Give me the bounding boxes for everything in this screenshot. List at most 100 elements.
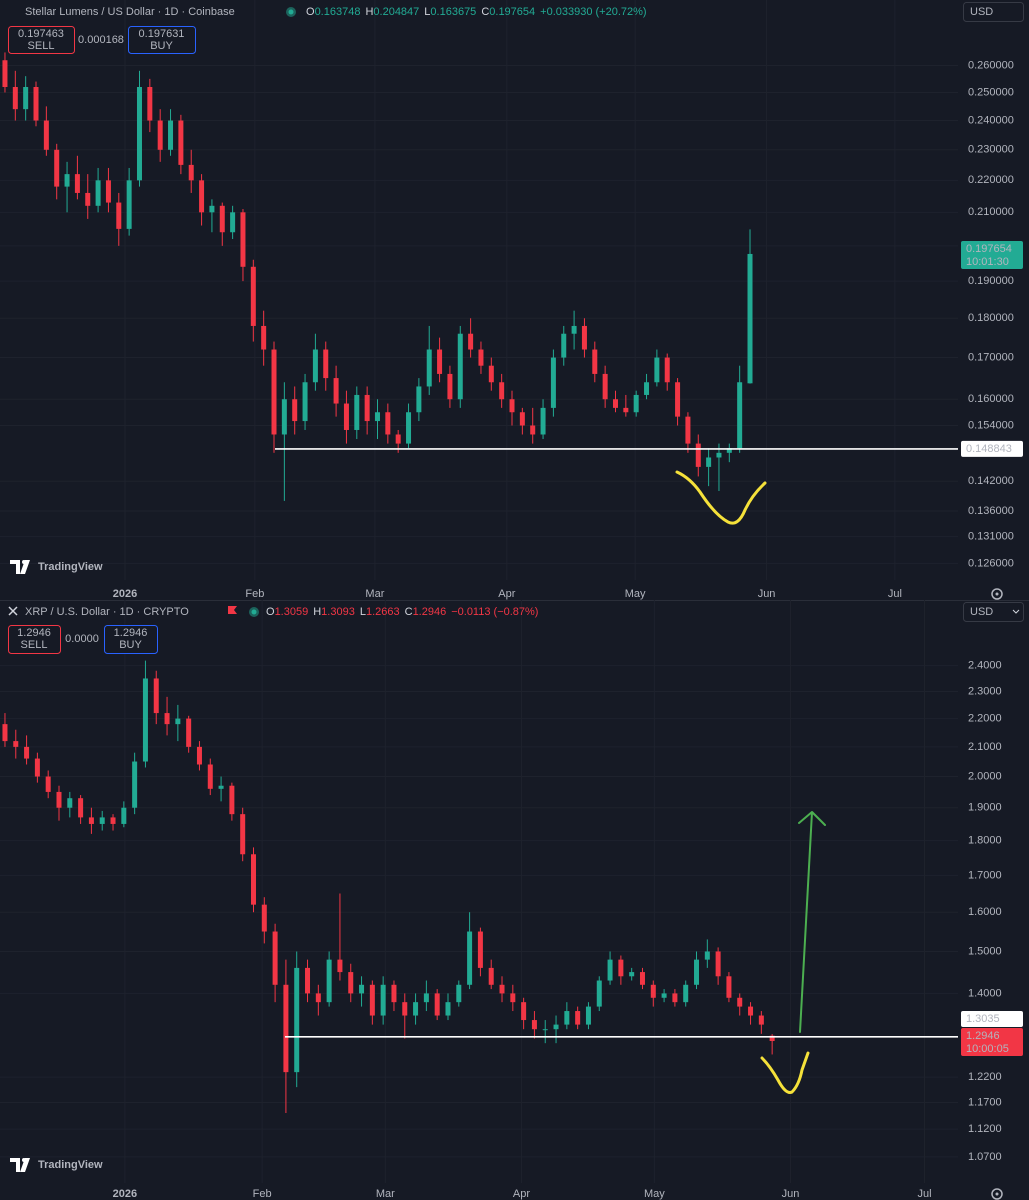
candle-body xyxy=(531,1020,537,1030)
candle-body xyxy=(12,86,18,110)
x-tick-label: Feb xyxy=(245,588,264,600)
sell-button xyxy=(8,26,75,54)
x-tick-label: Jul xyxy=(917,1188,931,1200)
candle-body xyxy=(434,993,440,1016)
candle-body xyxy=(726,448,732,453)
candle-body xyxy=(121,807,127,824)
candle-body xyxy=(343,403,349,430)
candle-body xyxy=(43,120,49,150)
candle-body xyxy=(664,357,670,383)
candle-body xyxy=(147,86,153,121)
candle-body xyxy=(283,984,289,1073)
ohlc-value: 0.163748 xyxy=(315,6,361,18)
candle-body xyxy=(261,325,267,350)
candle-body xyxy=(457,333,463,400)
candle-body xyxy=(337,959,343,973)
x-tick-label: Apr xyxy=(513,1188,530,1200)
candle-body xyxy=(477,931,483,968)
candle-body xyxy=(402,1002,408,1016)
annotation-arrow xyxy=(798,811,826,1033)
x-tick-label: Jun xyxy=(758,588,776,600)
candle-body xyxy=(585,1006,591,1025)
settings-icon xyxy=(991,588,1003,600)
ohlc-value: 0.204847 xyxy=(373,6,419,18)
candle-body xyxy=(323,349,329,379)
candle-body xyxy=(230,212,236,233)
y-tick-label: 1.1200 xyxy=(968,1123,1002,1135)
candle-body xyxy=(380,984,386,1016)
candle-body xyxy=(737,997,743,1007)
candle-body xyxy=(153,678,159,714)
ohlc-key: H xyxy=(365,6,373,18)
candle-body xyxy=(374,412,380,422)
candle-body xyxy=(706,457,712,467)
candle-body xyxy=(326,959,332,1003)
candle-body xyxy=(142,678,148,762)
candle-body xyxy=(561,333,567,358)
candle-body xyxy=(272,931,278,985)
candle-body xyxy=(271,349,277,435)
buy-label: BUY xyxy=(119,639,142,651)
candle-body xyxy=(302,382,308,422)
candle-body xyxy=(737,382,743,449)
countdown: 10:01:30 xyxy=(966,256,1009,268)
candle-body xyxy=(445,1002,451,1016)
candle-body xyxy=(157,120,163,150)
candle-body xyxy=(294,967,300,1073)
candle-body xyxy=(132,761,138,808)
y-tick-label: 0.260000 xyxy=(968,59,1014,71)
spread: 0.000168 xyxy=(78,34,124,46)
candle-body xyxy=(196,746,202,765)
currency-dropdown xyxy=(963,2,1024,22)
candle-body xyxy=(685,416,691,444)
symbol-title: Stellar Lumens / US Dollar · 1D · Coinba… xyxy=(25,6,235,18)
y-tick-label: 0.170000 xyxy=(968,351,1014,363)
candle-body xyxy=(726,976,732,998)
y-tick-label: 1.8000 xyxy=(968,835,1002,847)
ohlc-key: H xyxy=(313,606,321,618)
candle-body xyxy=(456,984,462,1003)
candle-body xyxy=(188,164,194,181)
logo-icon xyxy=(22,1158,26,1162)
candle-body xyxy=(136,86,142,181)
candle-body xyxy=(175,718,181,725)
status-dot xyxy=(251,609,257,615)
y-tick-label: 2.4000 xyxy=(968,660,1002,672)
candle-body xyxy=(629,972,635,977)
candle-body xyxy=(550,357,556,408)
candle-body xyxy=(219,205,225,233)
candle-body xyxy=(488,365,494,383)
candle-body xyxy=(715,951,721,977)
last-price: 0.197654 xyxy=(966,243,1012,255)
candle-body xyxy=(564,1011,570,1025)
candle-body xyxy=(748,1006,754,1016)
candle-body xyxy=(24,746,30,759)
y-tick-label: 0.142000 xyxy=(968,475,1014,487)
candle-body xyxy=(416,386,422,413)
ohlc: O1.3059 H1.3093 L1.2663 C1.2946 −0.0113 (−0.… xyxy=(266,606,538,618)
candle-body xyxy=(704,951,710,960)
ohlc-value: 0.163675 xyxy=(430,6,476,18)
candle-body xyxy=(650,984,656,998)
ohlc-key: O xyxy=(266,606,275,618)
candle-body xyxy=(675,382,681,417)
candle-body xyxy=(581,325,587,350)
candle-body xyxy=(315,993,321,1003)
x-tick-label: 2026 xyxy=(113,1188,137,1200)
candle-body xyxy=(540,407,546,435)
status-dot xyxy=(288,9,294,15)
candle-body xyxy=(521,1002,527,1021)
buy-price: 1.2946 xyxy=(114,627,148,639)
last-price-tag xyxy=(961,240,1023,269)
y-tick-label: 0.220000 xyxy=(968,174,1014,186)
y-tick-label: 1.9000 xyxy=(968,802,1002,814)
y-tick-label: 2.1000 xyxy=(968,741,1002,753)
candle-body xyxy=(78,798,84,818)
candle-body xyxy=(747,253,753,384)
currency: USD xyxy=(970,6,993,18)
level-tag xyxy=(961,1011,1023,1028)
candle-body xyxy=(126,180,132,229)
candle-body xyxy=(769,1035,775,1042)
candle-body xyxy=(23,86,29,110)
